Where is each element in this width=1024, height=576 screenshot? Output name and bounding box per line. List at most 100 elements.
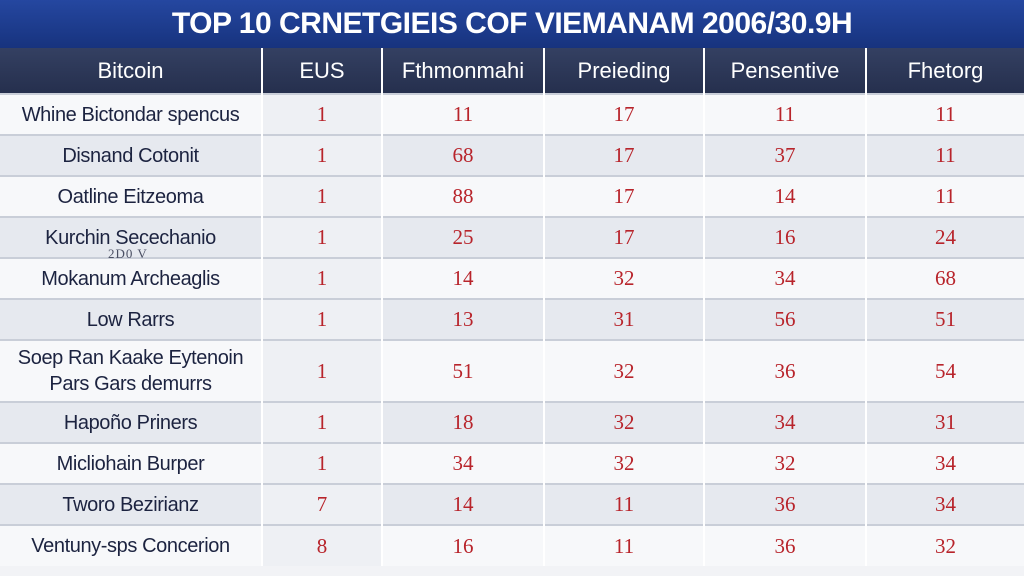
table-cell: 36 (703, 339, 866, 402)
row-label: Oatline Eitzeoma (0, 175, 262, 217)
table-row: Disnand Cotonit 1 68 17 37 11 (0, 134, 1024, 176)
table-row: Micliohain Burper 1 34 32 32 34 (0, 442, 1024, 484)
table-row: Whine Bictondar spencus 1 11 17 11 11 (0, 93, 1024, 135)
table-cell: 11 (865, 175, 1024, 217)
table-cell: 17 (543, 134, 704, 176)
row-label-line: Whine Bictondar spencus (21, 103, 240, 126)
table-cell: 17 (543, 216, 704, 258)
table-cell: 51 (381, 339, 544, 402)
table-header-row: Bitcoin EUS Fthmonmahi Preieding Pensent… (0, 48, 1024, 94)
table-row: Mokanum Archeaglis 1 14 32 34 68 (0, 257, 1024, 299)
row-label-line: Tworo Bezirianz (62, 493, 199, 516)
table-cell: 68 (865, 257, 1024, 299)
table-cell: 11 (703, 93, 866, 135)
row-label-line: Ventuny-sps Concerion (31, 535, 230, 557)
table-row: Oatline Eitzeoma 1 88 17 14 11 (0, 175, 1024, 217)
row-label-line: Low Rarrs (86, 308, 175, 331)
row-label: Kurchin Secechanio (0, 216, 262, 258)
table-cell: 17 (543, 175, 704, 217)
column-header: Bitcoin (97, 57, 164, 83)
table-cell: 1 (261, 134, 382, 176)
table-cell: 18 (381, 401, 544, 443)
row-label-line: Soep Ran Kaake Eytenoin (17, 347, 244, 369)
table-cell: 88 (381, 175, 544, 217)
row-label-line: Oatline Eitzeoma (57, 185, 204, 208)
row-label-line: Micliohain Burper (56, 452, 205, 475)
table-cell: 14 (381, 257, 544, 299)
row-label: Whine Bictondar spencus (0, 93, 262, 135)
table-cell: 17 (543, 93, 704, 135)
page-title: TOP 10 CRNETGIEIS COF VIEMANAM 2006/30.9… (171, 7, 853, 40)
table-cell: 1 (261, 93, 382, 135)
table-cell: 1 (261, 442, 382, 484)
column-header: Preieding (543, 48, 704, 94)
table-cell: 16 (703, 216, 866, 258)
column-header: Fthmonmahi (381, 48, 544, 94)
row-label-line: Hapoño Priners (63, 411, 198, 434)
table-cell: 11 (543, 483, 704, 525)
table-cell: 16 (381, 524, 544, 566)
row-label: Tworo Bezirianz (0, 483, 262, 525)
table-row: Tworo Bezirianz 7 14 11 36 34 (0, 483, 1024, 525)
table-cell: 7 (261, 483, 382, 525)
table-cell: 34 (703, 401, 866, 443)
table-cell: 37 (703, 134, 866, 176)
row-label: Disnand Cotonit (0, 134, 262, 176)
column-header: Fhetorg (865, 48, 1024, 94)
table-cell: 32 (543, 401, 704, 443)
table-cell: 1 (261, 298, 382, 340)
row-label-line: Pars Gars demurrs (49, 373, 212, 395)
row-label: Low Rarrs (0, 298, 262, 340)
table-cell: 34 (703, 257, 866, 299)
table-row: Ventuny-sps Concerion 8 16 11 36 32 (0, 524, 1024, 566)
table-cell: 31 (543, 298, 704, 340)
row-label: Micliohain Burper (0, 442, 262, 484)
table-cell: 32 (543, 257, 704, 299)
row-label-line: Disnand Cotonit (62, 144, 199, 167)
table-cell: 36 (703, 483, 866, 525)
table-cell: 36 (703, 524, 866, 566)
overlay-text: 2D0 V (108, 246, 148, 261)
table-cell: 24 (865, 216, 1024, 258)
table-cell: 31 (865, 401, 1024, 443)
table-cell: 32 (865, 524, 1024, 566)
table-cell: 51 (865, 298, 1024, 340)
table-cell: 8 (261, 524, 382, 566)
table-cell: 25 (381, 216, 544, 258)
table-cell: 32 (543, 339, 704, 402)
table-cell: 34 (865, 442, 1024, 484)
row-label: Soep Ran Kaake Eytenoin Pars Gars demurrs (0, 339, 262, 402)
table-cell: 34 (865, 483, 1024, 525)
table-row: Low Rarrs 1 13 31 56 51 (0, 298, 1024, 340)
table-cell: 32 (543, 442, 704, 484)
table-cell: 54 (865, 339, 1024, 402)
table-cell: 56 (703, 298, 866, 340)
data-table: Bitcoin EUS Fthmonmahi Preieding Pensent… (0, 48, 1024, 566)
table-cell: 13 (381, 298, 544, 340)
table-cell: 68 (381, 134, 544, 176)
table-cell: 11 (865, 134, 1024, 176)
table-cell: 1 (261, 175, 382, 217)
row-label: Ventuny-sps Concerion (0, 524, 262, 566)
table-cell: 1 (261, 339, 382, 402)
row-label: Hapoño Priners (0, 401, 262, 443)
row-label-line: Mokanum Archeaglis (41, 267, 220, 290)
table-cell: 32 (703, 442, 866, 484)
title-bar: TOP 10 CRNETGIEIS COF VIEMANAM 2006/30.9… (0, 0, 1024, 48)
table-cell: 11 (381, 93, 544, 135)
table-row: Soep Ran Kaake Eytenoin Pars Gars demurrs… (0, 339, 1024, 402)
table-cell: 1 (261, 216, 382, 258)
table-cell: 14 (381, 483, 544, 525)
table-cell: 14 (703, 175, 866, 217)
table-cell: 11 (865, 93, 1024, 135)
table-cell: 1 (261, 257, 382, 299)
table-cell: 34 (381, 442, 544, 484)
table-cell: 1 (261, 401, 382, 443)
row-label: Mokanum Archeaglis (0, 257, 262, 299)
row-label-line: Kurchin Secechanio (45, 226, 216, 249)
column-header: Pensentive (703, 48, 866, 94)
table-body: Whine Bictondar spencus 1 11 17 11 11 Disnand … (0, 93, 1024, 566)
table-row: Kurchin Secechanio 1 25 17 16 24 (0, 216, 1024, 258)
column-header: EUS (261, 48, 382, 94)
